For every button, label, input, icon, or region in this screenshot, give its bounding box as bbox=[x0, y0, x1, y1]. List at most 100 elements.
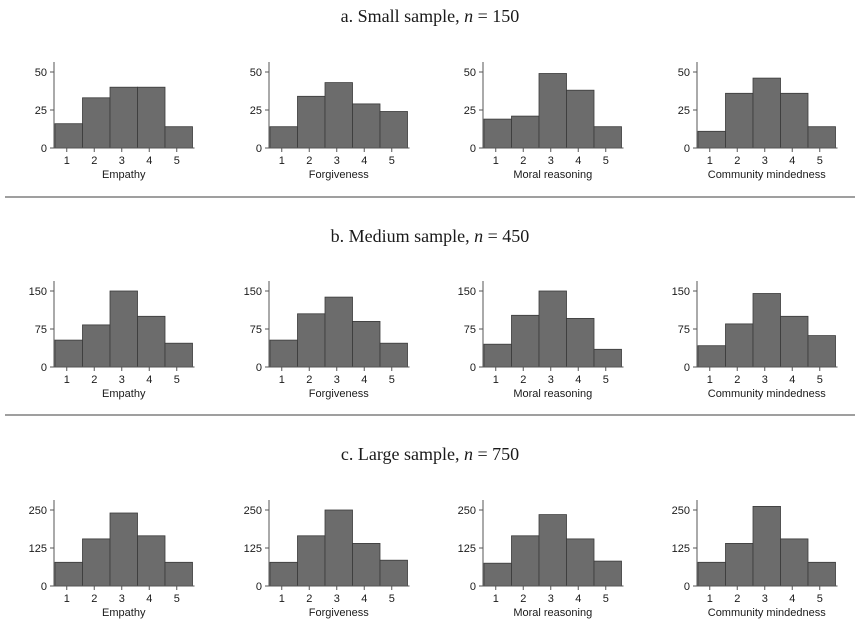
histogram-bar bbox=[752, 77, 781, 149]
x-tick-label: 2 bbox=[520, 155, 526, 167]
histogram-bar bbox=[780, 538, 809, 587]
x-tick-label: 4 bbox=[575, 593, 581, 605]
histogram-bar bbox=[379, 559, 408, 587]
section-title: b. Medium sample, n = 450 bbox=[331, 226, 530, 246]
x-tick-label: 3 bbox=[548, 374, 554, 386]
histogram-bar bbox=[593, 348, 622, 368]
histogram-bar bbox=[324, 296, 353, 368]
x-tick-label: 5 bbox=[817, 593, 823, 605]
y-tick-label: 75 bbox=[250, 324, 262, 336]
x-tick-label: 5 bbox=[174, 155, 180, 167]
x-tick-label: 4 bbox=[575, 155, 581, 167]
x-tick-label: 1 bbox=[707, 374, 713, 386]
histogram-bar bbox=[483, 343, 512, 368]
x-tick-label: 3 bbox=[119, 593, 125, 605]
x-axis-label: Community mindedness bbox=[708, 169, 826, 181]
histogram-panel: 0 125 250 1 2 3 4 5 Empathy bbox=[29, 500, 195, 619]
x-tick-label: 2 bbox=[91, 374, 97, 386]
x-tick-label: 4 bbox=[789, 374, 795, 386]
histogram-bar bbox=[109, 86, 138, 149]
histogram-bar bbox=[269, 561, 298, 587]
y-tick-label: 0 bbox=[684, 581, 690, 593]
histogram-bar bbox=[566, 89, 595, 149]
histogram-bar bbox=[137, 315, 166, 368]
histogram-bar bbox=[697, 130, 726, 149]
x-axis-label: Forgiveness bbox=[309, 607, 369, 619]
y-tick-label: 250 bbox=[244, 505, 262, 517]
histogram-bar bbox=[164, 126, 193, 149]
histogram-bar bbox=[82, 324, 111, 368]
y-tick-label: 125 bbox=[244, 543, 262, 555]
x-tick-label: 3 bbox=[334, 593, 340, 605]
histogram-bar bbox=[54, 339, 83, 368]
x-tick-label: 4 bbox=[789, 593, 795, 605]
x-tick-label: 2 bbox=[306, 374, 312, 386]
histogram-bar bbox=[297, 95, 326, 149]
y-tick-label: 150 bbox=[29, 286, 47, 298]
histogram-bar bbox=[82, 97, 111, 149]
x-axis-label: Forgiveness bbox=[309, 169, 369, 181]
x-tick-label: 5 bbox=[817, 374, 823, 386]
histogram-bar bbox=[352, 103, 381, 149]
y-tick-label: 75 bbox=[678, 324, 690, 336]
x-tick-label: 2 bbox=[520, 374, 526, 386]
y-tick-label: 125 bbox=[672, 543, 690, 555]
y-tick-label: 150 bbox=[458, 286, 476, 298]
histogram-bar bbox=[697, 345, 726, 368]
histogram-bar bbox=[725, 543, 754, 587]
x-tick-label: 4 bbox=[146, 593, 152, 605]
histogram-bar bbox=[593, 560, 622, 587]
histogram-bar bbox=[164, 342, 193, 368]
histogram-bar bbox=[725, 92, 754, 149]
x-axis-label: Community mindedness bbox=[708, 607, 826, 619]
y-tick-label: 0 bbox=[470, 362, 476, 374]
y-tick-label: 0 bbox=[41, 362, 47, 374]
histogram-bar bbox=[269, 126, 298, 149]
histogram-bar bbox=[538, 514, 567, 587]
y-tick-label: 0 bbox=[256, 362, 262, 374]
histogram-panel: 0 25 50 1 2 3 4 5 Community mindedness bbox=[678, 62, 838, 181]
histogram-bar bbox=[352, 543, 381, 587]
x-tick-label: 1 bbox=[493, 155, 499, 167]
x-tick-label: 5 bbox=[603, 155, 609, 167]
x-axis-label: Moral reasoning bbox=[513, 607, 592, 619]
x-tick-label: 3 bbox=[119, 155, 125, 167]
x-tick-label: 2 bbox=[734, 155, 740, 167]
histogram-panel: 0 75 150 1 2 3 4 5 Forgiveness bbox=[244, 281, 410, 400]
y-tick-label: 125 bbox=[458, 543, 476, 555]
histogram-bar bbox=[725, 323, 754, 368]
histogram-bar bbox=[780, 315, 809, 368]
x-tick-label: 4 bbox=[361, 593, 367, 605]
x-axis-label: Empathy bbox=[102, 388, 146, 400]
histogram-bar bbox=[538, 290, 567, 368]
y-tick-label: 250 bbox=[29, 505, 47, 517]
x-tick-label: 3 bbox=[548, 593, 554, 605]
y-tick-label: 0 bbox=[684, 143, 690, 155]
x-tick-label: 2 bbox=[520, 593, 526, 605]
y-tick-label: 150 bbox=[244, 286, 262, 298]
histogram-panel: 0 25 50 1 2 3 4 5 Moral reasoning bbox=[464, 62, 624, 181]
x-tick-label: 4 bbox=[146, 374, 152, 386]
histogram-bar bbox=[697, 561, 726, 587]
histogram-bar bbox=[752, 505, 781, 587]
x-tick-label: 4 bbox=[789, 155, 795, 167]
histogram-bar bbox=[54, 123, 83, 149]
y-tick-label: 50 bbox=[678, 67, 690, 79]
y-tick-label: 25 bbox=[464, 105, 476, 117]
x-tick-label: 1 bbox=[279, 155, 285, 167]
histogram-bar bbox=[109, 512, 138, 587]
y-tick-label: 50 bbox=[250, 67, 262, 79]
x-axis-label: Moral reasoning bbox=[513, 169, 592, 181]
y-tick-label: 0 bbox=[256, 581, 262, 593]
histogram-panel: 0 75 150 1 2 3 4 5 Moral reasoning bbox=[458, 281, 624, 400]
x-tick-label: 5 bbox=[603, 593, 609, 605]
histogram-bar bbox=[752, 293, 781, 368]
histogram-bar bbox=[807, 561, 836, 587]
x-tick-label: 5 bbox=[389, 593, 395, 605]
histogram-bar bbox=[269, 339, 298, 368]
y-tick-label: 150 bbox=[672, 286, 690, 298]
x-tick-label: 3 bbox=[548, 155, 554, 167]
histogram-bar bbox=[54, 561, 83, 587]
histogram-panel: 0 75 150 1 2 3 4 5 Community mindedness bbox=[672, 281, 838, 400]
